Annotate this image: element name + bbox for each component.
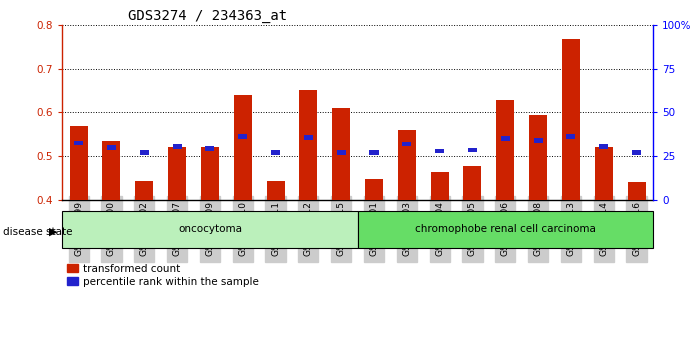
Bar: [599, 144, 608, 149]
Bar: [234, 95, 252, 200]
Bar: [627, 182, 645, 200]
Bar: [496, 100, 514, 200]
Text: oncocytoma: oncocytoma: [178, 224, 242, 234]
Bar: [595, 147, 613, 200]
Bar: [205, 146, 214, 151]
Bar: [332, 108, 350, 200]
Bar: [107, 145, 116, 150]
Bar: [299, 91, 317, 200]
Bar: [140, 150, 149, 155]
Bar: [102, 141, 120, 200]
Bar: [168, 147, 186, 200]
Bar: [70, 126, 88, 200]
Text: chromophobe renal cell carcinoma: chromophobe renal cell carcinoma: [415, 224, 596, 234]
Legend: transformed count, percentile rank within the sample: transformed count, percentile rank withi…: [68, 264, 259, 287]
Bar: [267, 181, 285, 200]
Bar: [238, 134, 247, 139]
Bar: [430, 172, 448, 200]
Bar: [337, 150, 346, 155]
Bar: [370, 150, 379, 155]
Bar: [358, 211, 653, 248]
Bar: [632, 150, 641, 155]
Bar: [567, 134, 576, 139]
Bar: [173, 144, 182, 149]
Text: ▶: ▶: [49, 227, 57, 237]
Text: disease state: disease state: [3, 227, 73, 237]
Bar: [398, 130, 416, 200]
Bar: [529, 115, 547, 200]
Bar: [402, 142, 411, 146]
Bar: [201, 147, 219, 200]
Bar: [468, 148, 477, 153]
Bar: [62, 211, 358, 248]
Bar: [562, 39, 580, 200]
Bar: [74, 141, 83, 145]
Bar: [533, 138, 542, 143]
Bar: [271, 150, 280, 155]
Bar: [135, 181, 153, 200]
Bar: [365, 179, 383, 200]
Text: GDS3274 / 234363_at: GDS3274 / 234363_at: [128, 9, 287, 23]
Bar: [464, 166, 482, 200]
Bar: [435, 149, 444, 153]
Bar: [501, 136, 510, 141]
Bar: [304, 135, 313, 140]
